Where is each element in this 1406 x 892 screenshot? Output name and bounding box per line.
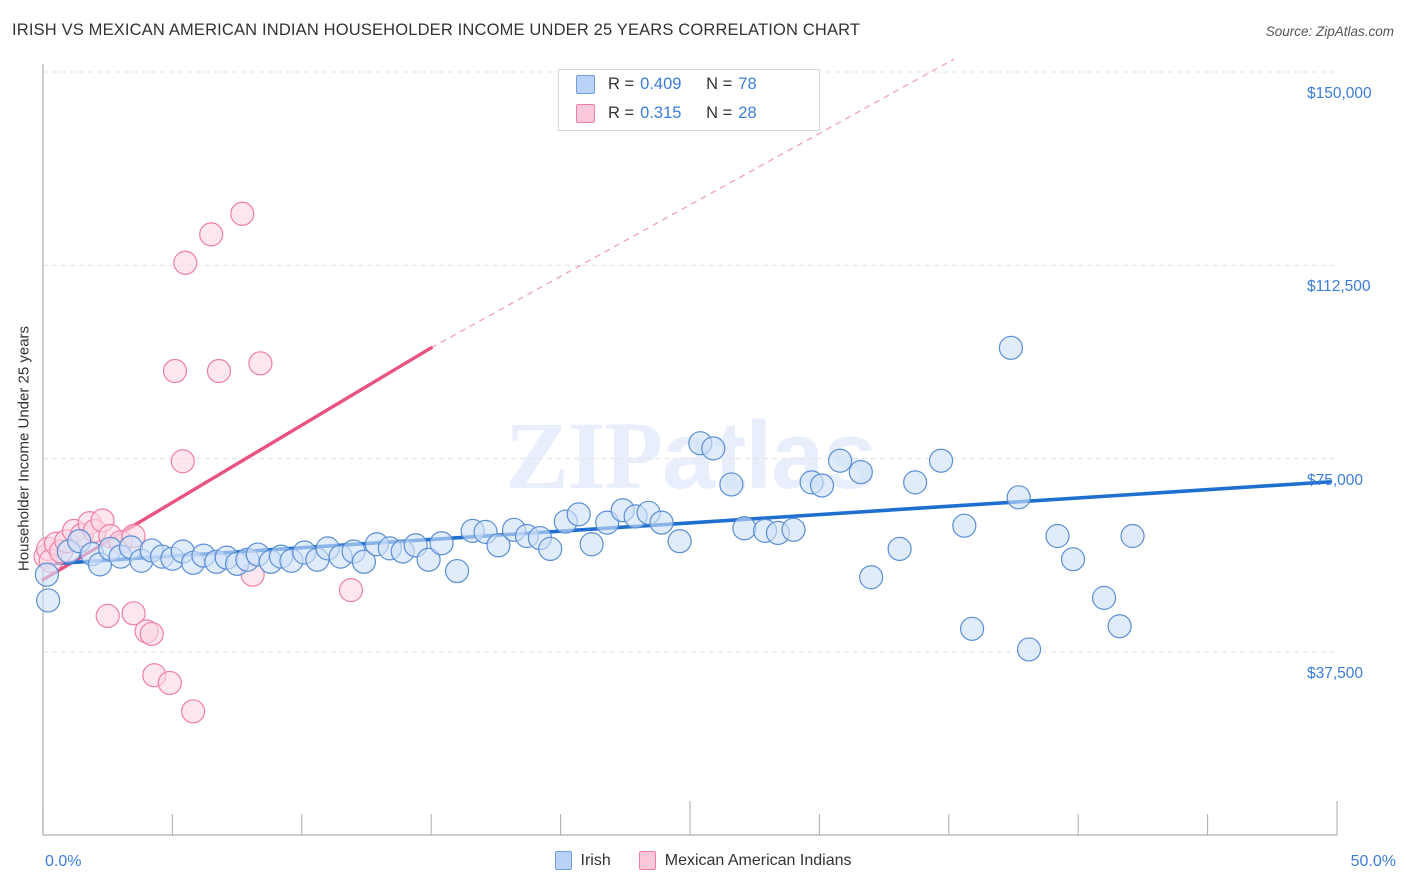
series-legend: Irish Mexican American Indians xyxy=(0,851,1406,870)
pink-points-group xyxy=(33,201,364,724)
data-point[interactable] xyxy=(1120,523,1145,549)
data-point[interactable] xyxy=(338,578,364,603)
legend-swatch xyxy=(638,851,656,870)
data-point[interactable] xyxy=(248,351,273,376)
n-value: 78 xyxy=(738,75,757,93)
data-point[interactable] xyxy=(486,533,511,558)
legend-label: Irish xyxy=(580,851,611,869)
data-point[interactable] xyxy=(162,358,188,384)
data-point[interactable] xyxy=(199,222,224,247)
mexican-american-indians-color-swatch xyxy=(576,104,595,123)
data-point[interactable] xyxy=(351,549,377,574)
y-axis-title: Householder Income Under 25 years xyxy=(15,325,33,572)
legend-item-irish[interactable]: Irish xyxy=(554,851,611,870)
data-point[interactable] xyxy=(928,448,954,473)
r-value: 0.409 xyxy=(640,75,682,93)
irish-color-swatch xyxy=(576,75,595,94)
data-point[interactable] xyxy=(429,531,454,556)
data-point[interactable] xyxy=(579,532,604,557)
data-point[interactable] xyxy=(959,616,985,641)
y-axis-tick-label: $112,500 xyxy=(1307,278,1371,296)
r-value: 0.315 xyxy=(640,104,682,122)
stats-legend-row: R = 0.315 N = 28 xyxy=(559,99,819,128)
legend-item-mexican-american-indians[interactable]: Mexican American Indians xyxy=(638,851,852,870)
data-point[interactable] xyxy=(36,588,61,613)
data-point[interactable] xyxy=(998,335,1024,360)
data-point[interactable] xyxy=(903,470,928,495)
y-axis-tick-label: $37,500 xyxy=(1307,665,1364,682)
data-point[interactable] xyxy=(667,529,692,554)
trendlines-under xyxy=(41,58,1332,582)
data-point[interactable] xyxy=(157,670,182,696)
legend-swatch xyxy=(554,851,572,870)
data-point[interactable] xyxy=(173,250,198,275)
data-point[interactable] xyxy=(206,358,232,384)
data-point[interactable] xyxy=(809,473,835,498)
data-point[interactable] xyxy=(887,536,912,561)
data-point[interactable] xyxy=(444,558,470,584)
blue-points-group xyxy=(34,335,1145,662)
data-point[interactable] xyxy=(121,601,146,626)
n-label: N = xyxy=(706,104,733,122)
data-point[interactable] xyxy=(732,516,757,541)
x-axis-max-label: 50.0% xyxy=(1350,853,1396,870)
data-point[interactable] xyxy=(1107,614,1132,639)
stats-legend-row: R = 0.409 N = 78 xyxy=(559,70,819,99)
pink-trendline-dashed xyxy=(430,58,955,349)
source-label: Source: ZipAtlas.com xyxy=(1265,24,1394,39)
data-point[interactable] xyxy=(701,436,726,461)
data-point[interactable] xyxy=(139,621,164,647)
data-point[interactable] xyxy=(1060,547,1086,572)
data-point[interactable] xyxy=(181,699,206,724)
x-axis-min-label: 0.0% xyxy=(45,853,82,870)
data-point[interactable] xyxy=(1006,485,1031,510)
data-point[interactable] xyxy=(1045,523,1070,549)
legend-label: Mexican American Indians xyxy=(664,851,852,869)
data-point[interactable] xyxy=(95,603,120,629)
data-point[interactable] xyxy=(859,565,884,590)
data-point[interactable] xyxy=(34,562,59,587)
n-value: 28 xyxy=(738,104,757,122)
data-point[interactable] xyxy=(848,459,873,485)
page-title: IRISH VS MEXICAN AMERICAN INDIAN HOUSEHO… xyxy=(12,21,861,39)
r-label: R = xyxy=(608,75,635,93)
data-point[interactable] xyxy=(416,547,441,572)
data-point[interactable] xyxy=(719,472,744,497)
data-point[interactable] xyxy=(649,510,674,535)
data-point[interactable] xyxy=(781,517,806,542)
y-axis-tick-label: $150,000 xyxy=(1307,85,1372,102)
data-point[interactable] xyxy=(1016,637,1042,662)
y-axis-tick-label: $75,000 xyxy=(1307,471,1364,489)
r-label: R = xyxy=(608,104,635,122)
data-point[interactable] xyxy=(230,201,255,226)
n-label: N = xyxy=(706,75,733,93)
data-point[interactable] xyxy=(827,448,853,473)
data-point[interactable] xyxy=(538,536,563,561)
data-point[interactable] xyxy=(566,502,591,527)
correlation-stats-legend: R = 0.409 N = 78 R = 0.315 N = 28 xyxy=(558,69,820,131)
data-point[interactable] xyxy=(952,513,977,538)
scatter-plot-svg xyxy=(33,58,1338,836)
data-point[interactable] xyxy=(1091,585,1117,610)
data-point[interactable] xyxy=(170,449,195,474)
plot-area xyxy=(33,58,1338,836)
